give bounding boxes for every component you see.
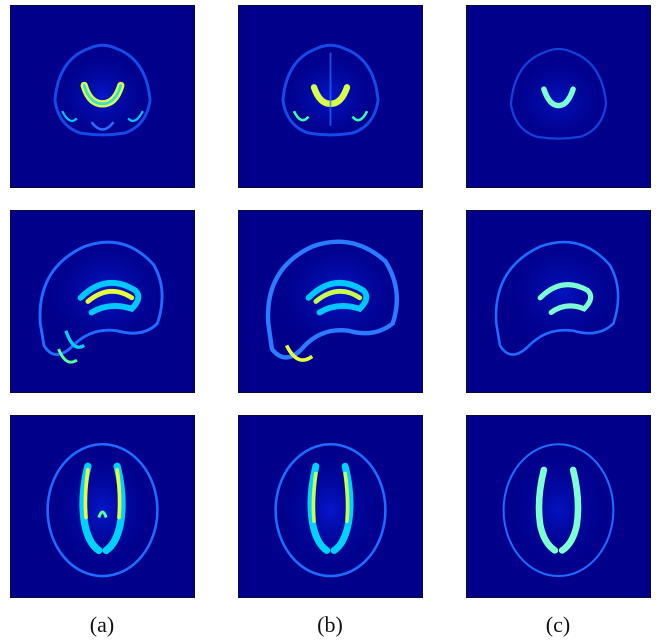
panel-coronal-c: [466, 5, 651, 188]
panel-axial-a: [10, 415, 195, 598]
axial-slice-image: [46, 442, 159, 578]
coronal-slice-image: [47, 43, 158, 148]
axial-slice-image: [274, 442, 387, 578]
sagittal-slice-image: [38, 240, 164, 364]
sagittal-slice-image: [265, 239, 399, 362]
panel-sagittal-c: [466, 210, 651, 393]
panel-sagittal-a: [10, 210, 195, 393]
caption-a: (a): [89, 612, 115, 637]
panel-axial-c: [466, 415, 651, 598]
axial-slice-image: [502, 443, 615, 578]
coronal-slice-image: [275, 43, 386, 148]
sagittal-slice-image: [494, 240, 620, 356]
caption-c: (c): [545, 612, 571, 637]
panel-coronal-b: [238, 5, 423, 188]
panel-coronal-a: [10, 5, 195, 188]
panel-sagittal-b: [238, 210, 423, 393]
panel-axial-b: [238, 415, 423, 598]
caption-b: (b): [317, 612, 343, 637]
coronal-slice-image: [503, 47, 614, 152]
